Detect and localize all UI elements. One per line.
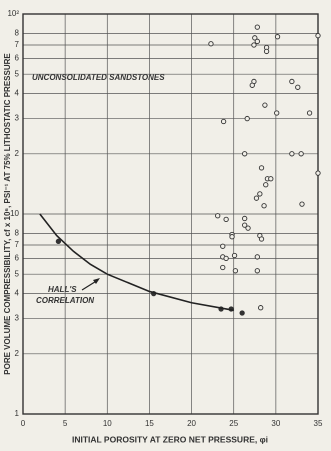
x-tick-label: 35 <box>314 419 323 428</box>
point <box>232 268 239 274</box>
x-tick-label: 15 <box>145 419 154 428</box>
point <box>274 34 281 40</box>
point <box>242 222 248 228</box>
y-tick-label: 6 <box>15 53 20 62</box>
y-tick-label: 5 <box>15 69 20 78</box>
point <box>258 305 264 311</box>
point <box>253 195 260 201</box>
y-tick-label: 8 <box>15 228 20 237</box>
x-tick-label: 30 <box>271 419 280 428</box>
annotation-arrowhead <box>93 278 100 284</box>
point <box>220 118 227 125</box>
point <box>254 268 260 274</box>
x-tick-label: 0 <box>21 419 26 428</box>
point <box>215 213 221 219</box>
y-tick-label: 2 <box>15 149 20 158</box>
x-tick-label: 10 <box>103 419 112 428</box>
y-tick-label: 1 <box>15 409 20 418</box>
plot-frame <box>22 13 319 415</box>
point <box>251 42 257 48</box>
y-tick-label: 3 <box>15 114 20 123</box>
y-tick-label: 10 <box>10 209 19 218</box>
point <box>298 151 304 157</box>
point <box>262 102 268 108</box>
point <box>249 82 255 88</box>
point <box>263 182 269 188</box>
point <box>289 151 295 157</box>
point <box>263 48 270 55</box>
y-tick-label: 7 <box>15 240 20 249</box>
point <box>299 201 305 207</box>
annotation: HALL'S <box>48 285 77 294</box>
y-axis-title: PORE VOLUME COMPRESSIBILITY, cf x 10⁶, P… <box>3 53 12 375</box>
curve <box>39 213 234 312</box>
y-tick-label: 8 <box>15 28 20 37</box>
point <box>220 264 226 271</box>
point <box>242 151 248 157</box>
point <box>315 170 321 176</box>
point <box>231 252 238 259</box>
point <box>220 243 226 249</box>
x-axis-title: INITIAL POROSITY AT ZERO NET PRESSURE, φ… <box>72 434 268 444</box>
y-tick-label: 6 <box>15 253 20 262</box>
point <box>242 215 248 222</box>
point <box>289 78 295 85</box>
point <box>295 84 301 90</box>
point <box>306 110 313 116</box>
y-tick-label: 3 <box>15 314 20 323</box>
point <box>258 236 265 242</box>
point <box>315 32 321 39</box>
point <box>254 38 260 44</box>
point <box>254 254 260 260</box>
x-tick-label: 5 <box>63 419 68 428</box>
y-tick-label: 10² <box>7 9 19 18</box>
point <box>258 165 265 171</box>
point <box>208 41 214 47</box>
point <box>223 216 229 223</box>
point <box>257 191 263 197</box>
point <box>274 110 280 116</box>
x-tick-label: 25 <box>229 419 238 428</box>
annotation: UNCONSOLIDATED SANDSTONES <box>32 73 165 82</box>
point <box>254 24 260 30</box>
y-tick-label: 2 <box>15 349 20 358</box>
point <box>268 176 274 182</box>
point <box>261 203 267 209</box>
point <box>245 225 251 231</box>
point <box>252 35 258 41</box>
point <box>244 115 250 122</box>
point <box>239 310 245 316</box>
x-tick-label: 20 <box>187 419 196 428</box>
y-tick-label: 4 <box>15 89 20 98</box>
y-tick-label: 7 <box>15 40 20 49</box>
point <box>229 234 235 240</box>
point <box>55 238 62 244</box>
point <box>223 255 229 262</box>
y-tick-label: 4 <box>15 289 20 298</box>
y-tick-label: 5 <box>15 269 20 278</box>
